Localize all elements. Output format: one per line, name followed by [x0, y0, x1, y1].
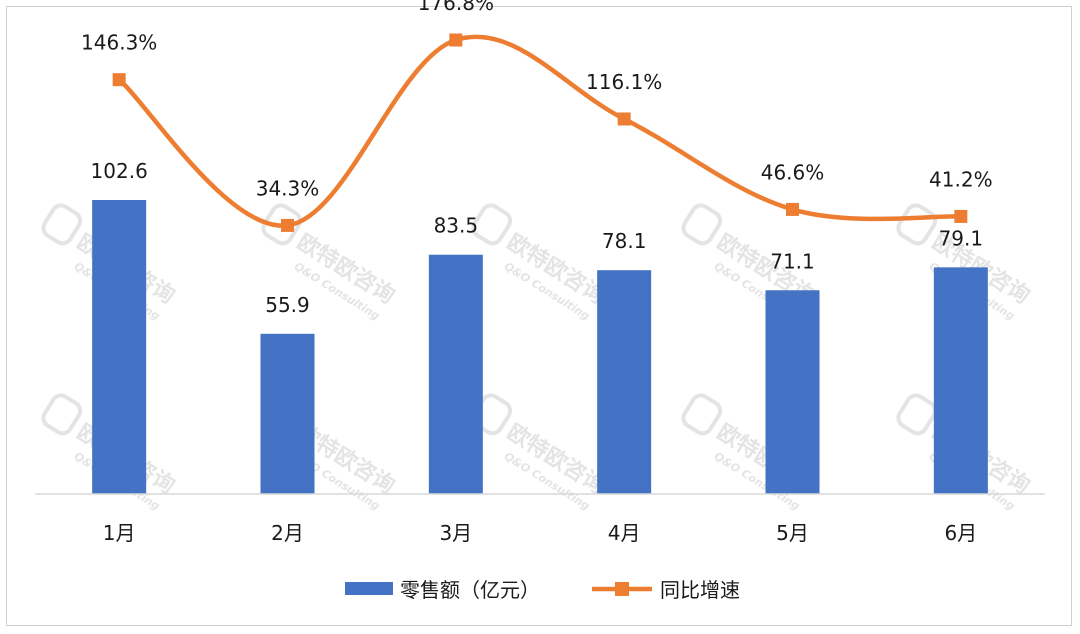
line-marker [617, 112, 631, 126]
line-value-label: 34.3% [256, 176, 320, 200]
legend: 零售额（亿元） 同比增速 [345, 578, 740, 602]
line-marker [112, 73, 126, 87]
bar [597, 270, 652, 494]
watermark-logo-icon [681, 203, 723, 246]
line-marker [954, 209, 968, 223]
bar-value-label: 71.1 [770, 249, 815, 273]
bar [92, 200, 147, 494]
line-series [112, 33, 968, 232]
x-tick-label: 1月 [103, 521, 136, 545]
x-tick-label: 2月 [271, 521, 304, 545]
line-marker [449, 33, 463, 47]
watermark-logo-icon [681, 393, 723, 436]
bar-value-label: 83.5 [434, 214, 479, 238]
watermark-logo-icon [471, 203, 513, 246]
line-marker [786, 202, 799, 216]
bar-series [92, 200, 988, 494]
watermark-logo-icon [41, 393, 83, 436]
x-tick-label: 3月 [439, 521, 472, 545]
line-data-labels: 146.3% 34.3% 176.8% 116.1% 46.6% 41.2% [81, 0, 993, 200]
bar-data-labels: 102.6 55.9 83.5 78.1 71.1 79.1 [91, 159, 984, 317]
line-value-label: 176.8% [418, 0, 494, 15]
line-marker [281, 218, 294, 232]
watermark-logo-icon [41, 203, 83, 246]
line-value-label: 41.2% [929, 167, 993, 191]
x-tick-label: 5月 [776, 521, 809, 545]
bar-value-label: 78.1 [602, 229, 647, 253]
legend-line-marker [615, 582, 629, 596]
bar-value-label: 79.1 [939, 226, 984, 250]
legend-line-label: 同比增速 [660, 578, 740, 602]
x-axis-ticks: 1月 2月 3月 4月 5月 6月 [103, 521, 977, 545]
legend-bar-swatch [345, 582, 393, 595]
line-value-label: 146.3% [81, 31, 157, 55]
legend-bar-label: 零售额（亿元） [400, 578, 540, 602]
line-value-label: 116.1% [586, 70, 662, 94]
watermark-logo-icon [896, 203, 938, 246]
bar [260, 333, 315, 494]
chart-frame [6, 6, 1072, 626]
x-tick-label: 6月 [944, 521, 977, 545]
bar [765, 290, 820, 494]
bar [933, 267, 988, 494]
line-value-label: 46.6% [761, 160, 825, 184]
watermark-logo-icon [261, 203, 303, 246]
bar-value-label: 55.9 [265, 293, 310, 317]
bar [428, 254, 483, 494]
bar-value-label: 102.6 [91, 159, 148, 183]
growth-line [116, 34, 964, 228]
watermark-logo-icon [896, 393, 938, 436]
x-tick-label: 4月 [608, 521, 641, 545]
